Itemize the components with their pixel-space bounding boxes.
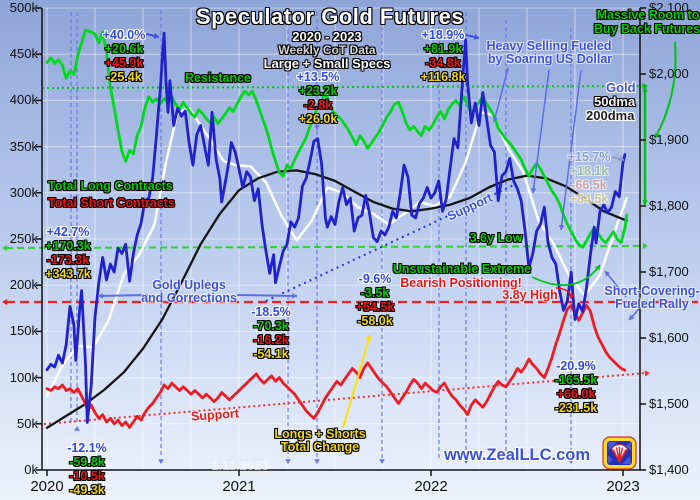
left-axis-label: 0k bbox=[24, 462, 38, 477]
stat-value-pct: -12.1% bbox=[67, 441, 107, 455]
short-covering-label-2: Fueled Rally bbox=[615, 297, 689, 311]
stat-value-pct: -20.9% bbox=[556, 359, 596, 373]
chart-subtitle-source: Weekly CoT Data bbox=[278, 43, 376, 57]
left-axis-label: 150k bbox=[9, 323, 38, 339]
stat-value-pct: +18.9% bbox=[421, 28, 465, 42]
stat-value-net: -25.4k bbox=[106, 70, 142, 84]
right-axis-label: $1,600 bbox=[649, 330, 689, 345]
high-38y-label: 3.8y High bbox=[502, 288, 558, 302]
left-axis-label: 450k bbox=[9, 46, 38, 62]
stat-block-upleg-40: +40.0% +20.6k +45.9k -25.4k bbox=[103, 28, 146, 84]
total-change-label-2: Total Change bbox=[280, 440, 360, 454]
resistance-label: Resistance bbox=[184, 71, 252, 85]
stat-value-long: +81.9k bbox=[423, 42, 463, 56]
stat-block-upleg-135: +13.5% +23.2k -2.8k +26.0k bbox=[297, 70, 340, 126]
stat-value-net: +116.8k bbox=[420, 70, 466, 84]
uplegs-label-1: Gold Uplegs bbox=[152, 278, 226, 292]
legend-200dma: 200dma bbox=[586, 108, 635, 123]
stat-value-long: +170.3k bbox=[45, 239, 91, 253]
stat-value-net: -58.0k bbox=[357, 314, 393, 328]
stat-block-corr-96: -9.6% -3.5k +54.5k -58.0k bbox=[356, 272, 395, 328]
low-36y-label: 3.6y Low bbox=[469, 231, 523, 245]
date-watermark: 1.11.2023 bbox=[211, 458, 269, 473]
unsustainable-label: Unsustainable Extreme bbox=[392, 262, 532, 276]
stat-value-long: -165.5k bbox=[554, 373, 598, 387]
stat-value-pct: +13.5% bbox=[296, 70, 340, 84]
stat-value-pct: -9.6% bbox=[358, 272, 392, 286]
stat-value-short: +66.0k bbox=[556, 387, 596, 401]
stat-block-upleg-157: +15.7% +18.1k -66.5k +84.5k bbox=[568, 150, 611, 206]
stat-block-corr-209: -20.9% -165.5k +66.0k -231.5k bbox=[555, 359, 597, 415]
stat-value-short: -34.8k bbox=[425, 56, 461, 70]
stat-value-short: -66.5k bbox=[571, 178, 607, 192]
year-axis-label: 2021 bbox=[222, 478, 256, 495]
massive-room-label-2: Buy Back Futures bbox=[593, 22, 700, 36]
bearish-label: Bearish Positioning! bbox=[400, 276, 522, 290]
stat-value-pct: +42.7% bbox=[46, 225, 90, 239]
chart-subtitle-specs: Large + Small Specs bbox=[263, 56, 391, 71]
legend-gold: Gold bbox=[606, 80, 636, 95]
heavy-selling-label-1: Heavy Selling Fueled bbox=[486, 39, 612, 53]
right-axis-label: $1,500 bbox=[649, 396, 689, 411]
stat-value-long: +23.2k bbox=[298, 84, 338, 98]
total-long-label: Total Long Contracts bbox=[48, 179, 173, 193]
stat-block-upleg-189: +18.9% +81.9k -34.8k +116.8k bbox=[421, 28, 466, 84]
right-axis-label: $1,900 bbox=[649, 132, 689, 147]
right-axis-label: $2,100 bbox=[649, 0, 689, 15]
heavy-selling-label-2: by Soaring US Dollar bbox=[487, 52, 613, 66]
year-axis-label: 2020 bbox=[30, 478, 64, 495]
left-axis-label: 100k bbox=[9, 369, 38, 385]
stat-value-long: +18.1k bbox=[569, 164, 609, 178]
stat-value-net: +343.7k bbox=[45, 267, 91, 281]
legend-50dma: 50dma bbox=[594, 94, 636, 109]
left-axis-label: 200k bbox=[9, 277, 38, 293]
stat-block-upleg-427: +42.7% +170.3k -173.3k +343.7k bbox=[45, 225, 91, 281]
year-axis-label: 2023 bbox=[606, 478, 640, 495]
stat-value-long: -3.5k bbox=[360, 286, 390, 300]
left-axis-label: 500k bbox=[9, 0, 38, 15]
stat-value-short: -173.3k bbox=[46, 253, 90, 267]
website-url: www.ZealLLC.com bbox=[443, 446, 591, 464]
right-axis-label: $1,800 bbox=[649, 198, 689, 213]
chart-subtitle-years: 2020 - 2023 bbox=[292, 29, 362, 44]
total-short-label: Total Short Contracts bbox=[48, 196, 175, 210]
stat-value-pct: -18.5% bbox=[251, 305, 291, 319]
left-axis-label: 350k bbox=[9, 138, 38, 154]
stat-value-net: -231.5k bbox=[554, 401, 598, 415]
stat-value-short: -10.5k bbox=[69, 469, 105, 483]
total-change-label-1: Longs + Shorts bbox=[274, 427, 366, 441]
right-axis-label: $1,700 bbox=[649, 264, 689, 279]
right-axis-label: $1,400 bbox=[649, 462, 689, 477]
left-axis-label: 300k bbox=[9, 184, 38, 200]
stat-value-pct: +40.0% bbox=[102, 28, 146, 42]
stat-value-net: -49.3k bbox=[69, 483, 105, 497]
stat-value-net: +84.5k bbox=[569, 192, 609, 206]
zeal-logo bbox=[602, 436, 637, 470]
stat-value-long: -59.8k bbox=[69, 455, 105, 469]
left-axis-label: 400k bbox=[9, 92, 38, 108]
short-covering-label-1: Short-Covering- bbox=[604, 284, 700, 298]
right-axis-label: $2,000 bbox=[649, 66, 689, 81]
stat-block-corr-121: -12.1% -59.8k -10.5k -49.3k bbox=[67, 441, 107, 497]
stat-value-short: -2.8k bbox=[303, 98, 333, 112]
uplegs-label-2: and Corrections bbox=[141, 291, 237, 305]
stat-value-short: +45.9k bbox=[104, 56, 144, 70]
stat-value-net: +26.0k bbox=[298, 112, 338, 126]
stat-value-pct: +15.7% bbox=[567, 150, 611, 164]
stat-value-long: +20.6k bbox=[104, 42, 144, 56]
stat-value-short: +54.5k bbox=[355, 300, 395, 314]
stat-value-long: -70.3k bbox=[253, 319, 289, 333]
stat-value-short: -16.2k bbox=[253, 333, 289, 347]
left-axis-label: 250k bbox=[9, 231, 38, 246]
chart-title: Speculator Gold Futures bbox=[195, 4, 465, 29]
year-axis-label: 2022 bbox=[414, 478, 448, 495]
stat-value-net: -54.1k bbox=[253, 347, 289, 361]
stat-block-corr-185: -18.5% -70.3k -16.2k -54.1k bbox=[251, 305, 291, 361]
left-axis-label: 50k bbox=[17, 415, 38, 431]
massive-room-label-1: Massive Room to bbox=[596, 8, 700, 22]
